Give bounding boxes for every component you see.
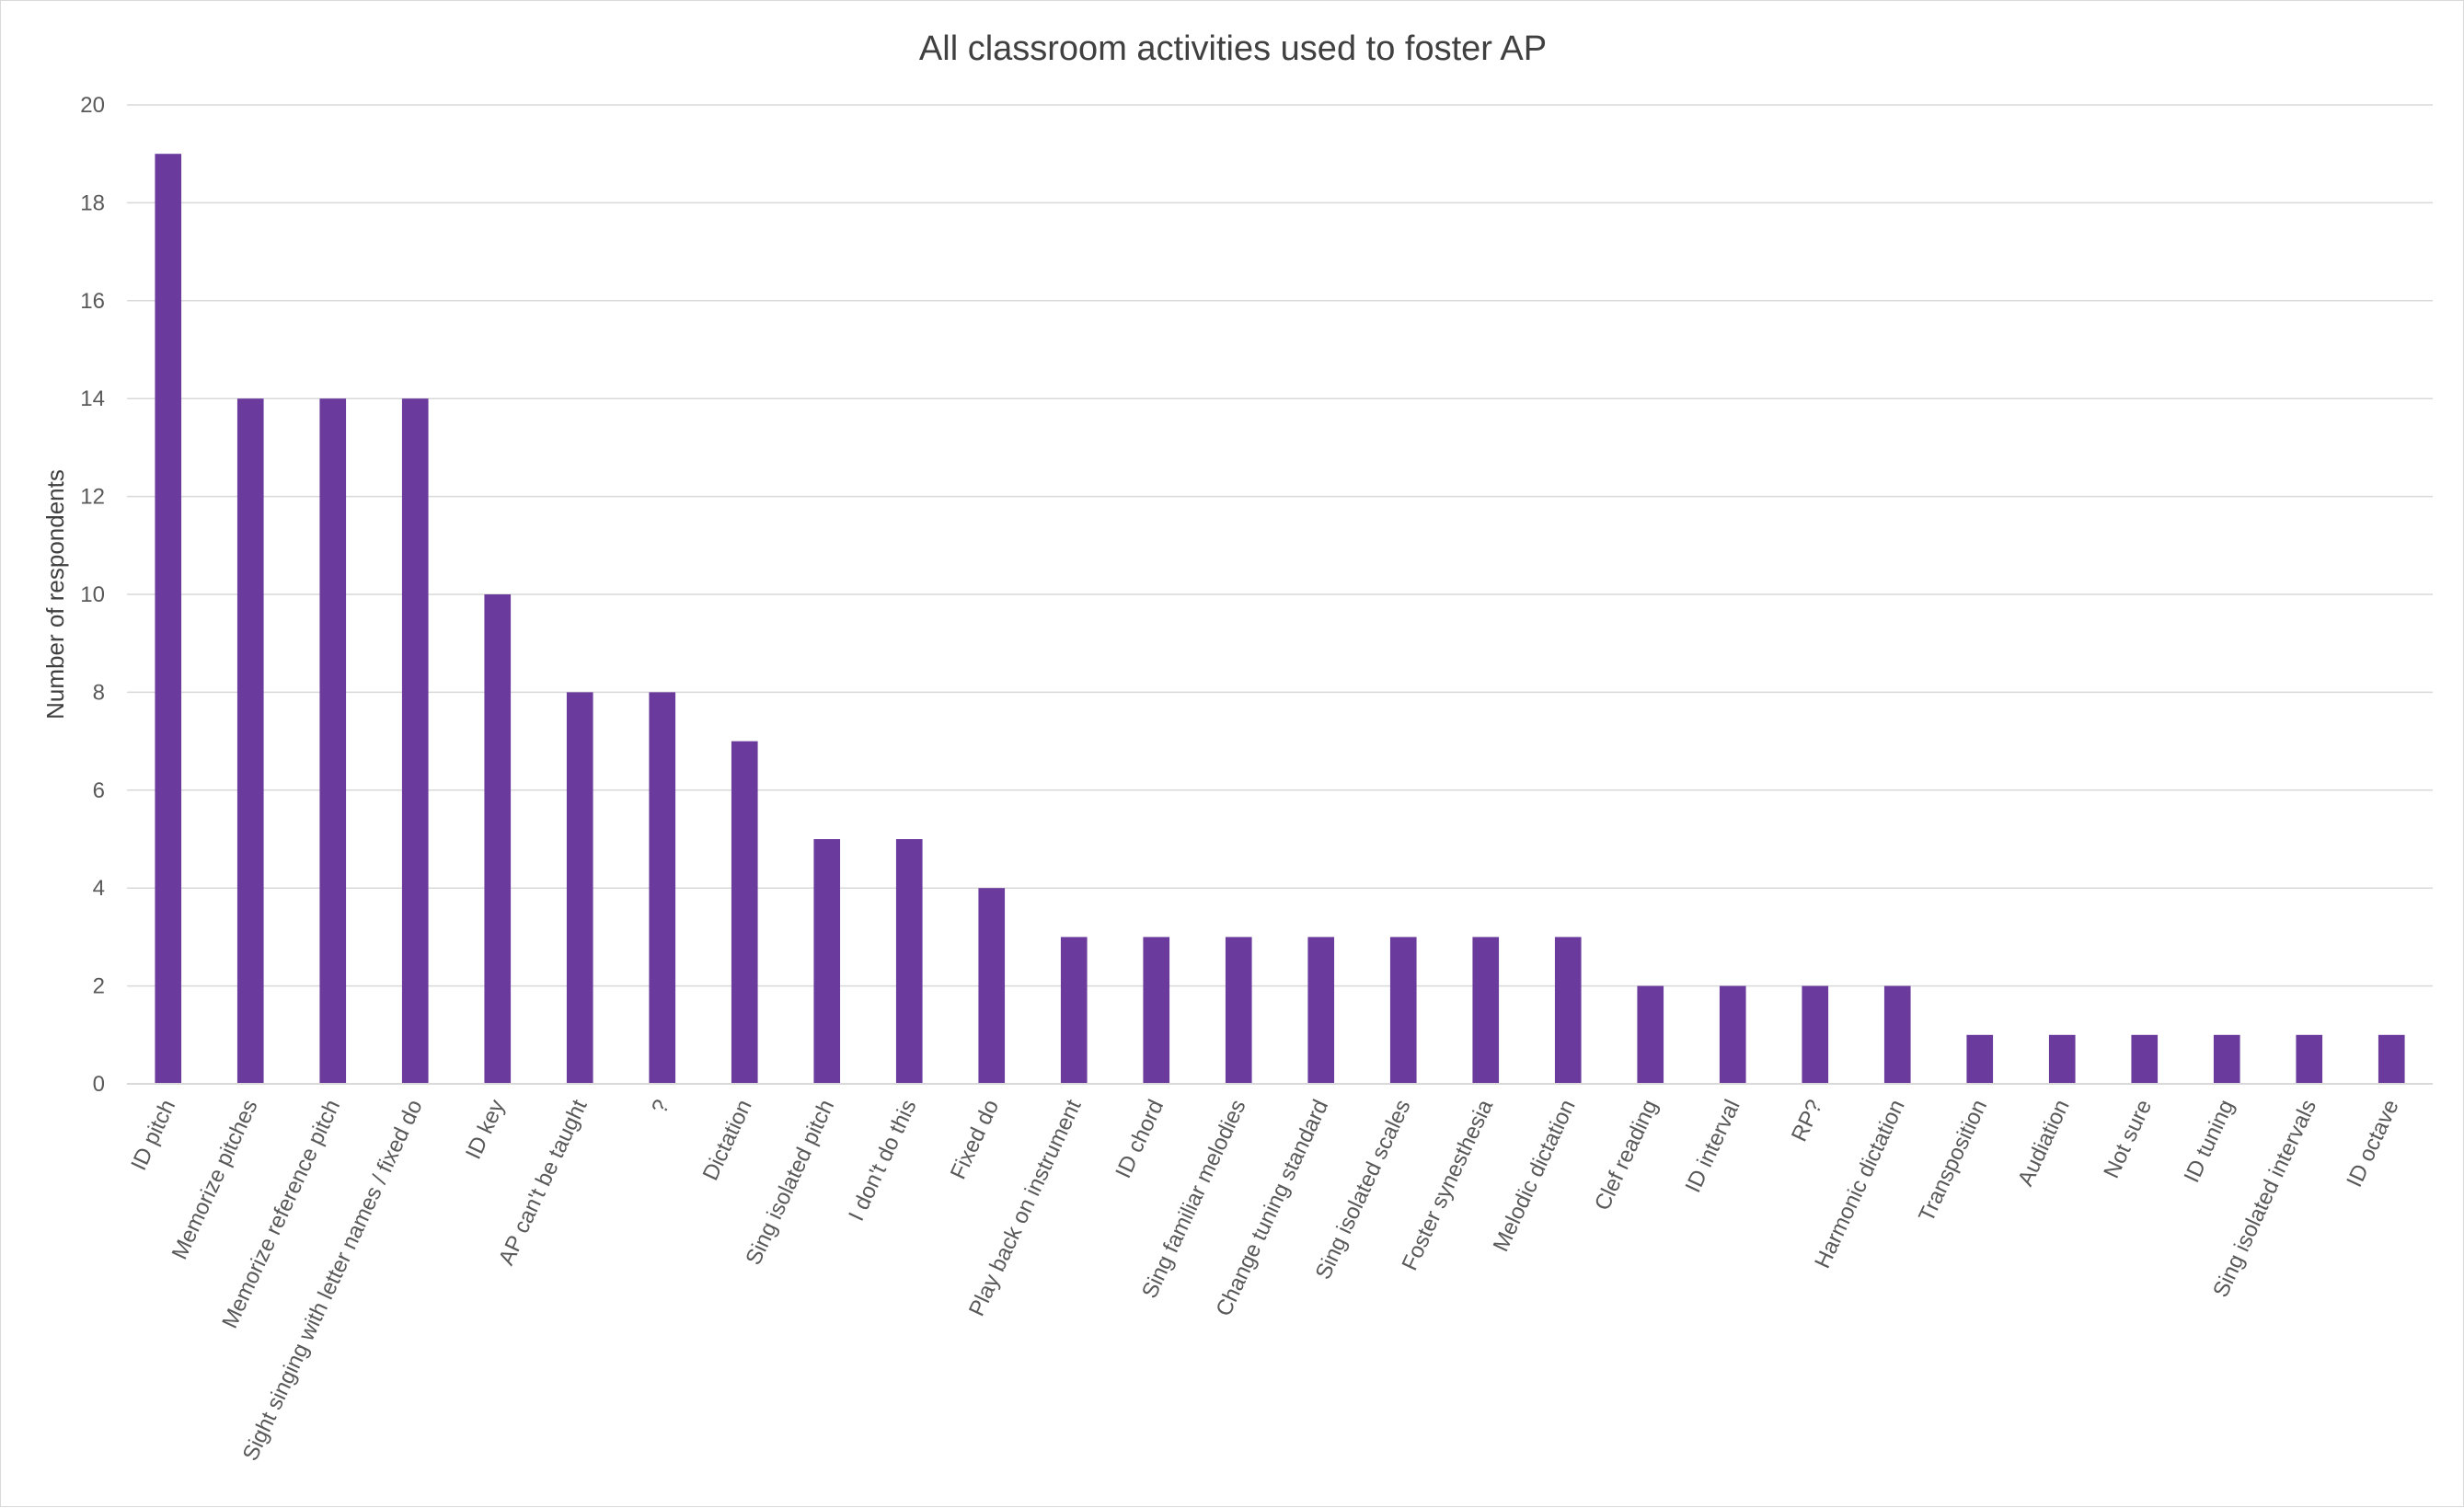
y-tick-label: 18 <box>80 190 105 215</box>
y-tick-label: 16 <box>80 289 105 314</box>
x-category-label: ? <box>647 1096 674 1118</box>
x-category-label: RP? <box>1787 1096 1827 1145</box>
bars <box>155 154 2405 1084</box>
y-axis-ticks: 0 2 4 6 8 10 12 14 16 18 20 <box>80 93 105 1097</box>
y-tick-label: 10 <box>80 582 105 607</box>
y-tick-label: 6 <box>93 778 105 803</box>
bar <box>1554 937 1582 1084</box>
x-category-label: Foster synesthesia <box>1398 1096 1499 1275</box>
x-category-label: Not sure <box>2099 1096 2157 1182</box>
x-category-label: Dictation <box>698 1096 757 1184</box>
bar <box>1719 985 1746 1084</box>
bar <box>2131 1034 2159 1084</box>
x-category-label: ID tuning <box>2180 1096 2239 1186</box>
x-category-label: Fixed do <box>946 1096 1004 1183</box>
bar <box>813 839 841 1084</box>
x-category-label: ID pitch <box>126 1096 180 1174</box>
y-tick-label: 12 <box>80 485 105 510</box>
bar <box>731 741 758 1084</box>
y-tick-label: 2 <box>93 974 105 999</box>
bar <box>566 692 593 1084</box>
x-category-label: Harmonic dictation <box>1810 1096 1909 1272</box>
x-category-label: Sight singing with letter names / fixed … <box>238 1096 428 1465</box>
x-category-label: ID chord <box>1111 1096 1169 1182</box>
gridlines <box>127 104 2433 987</box>
bar <box>236 398 264 1084</box>
y-tick-label: 20 <box>80 93 105 118</box>
bar <box>1225 937 1252 1084</box>
bar <box>401 398 429 1084</box>
bar <box>1060 937 1088 1084</box>
bar <box>1472 937 1500 1084</box>
bar <box>1883 985 1911 1084</box>
bar <box>1143 937 1170 1084</box>
x-category-label: Clef reading <box>1590 1096 1663 1214</box>
bar <box>895 839 923 1084</box>
x-category-label: Audiation <box>2013 1096 2075 1190</box>
bar <box>1802 985 1829 1084</box>
bar <box>1389 937 1417 1084</box>
bar <box>2296 1034 2323 1084</box>
y-tick-label: 0 <box>93 1072 105 1097</box>
x-category-label: ID octave <box>2342 1096 2403 1191</box>
bar <box>2048 1034 2076 1084</box>
x-category-label: Sing isolated scales <box>1311 1096 1416 1284</box>
chart-title: All classroom activities used to foster … <box>919 29 1547 68</box>
bar <box>1307 937 1335 1084</box>
bar <box>649 692 676 1084</box>
bar <box>2378 1034 2405 1084</box>
x-category-label: ID key <box>461 1096 510 1163</box>
bar <box>2213 1034 2240 1084</box>
bar <box>1637 985 1664 1084</box>
y-tick-label: 14 <box>80 386 105 411</box>
x-category-label: Transposition <box>1914 1096 1992 1226</box>
x-category-label: ID interval <box>1681 1096 1745 1196</box>
bar <box>484 594 512 1084</box>
y-tick-label: 8 <box>93 680 105 705</box>
bar <box>319 398 347 1084</box>
bar <box>155 154 182 1084</box>
x-category-label: I don't do this <box>844 1096 921 1225</box>
x-category-label: Memorize pitches <box>167 1096 263 1263</box>
x-category-label: Sing isolated pitch <box>741 1096 839 1269</box>
x-category-label: Melodic dictation <box>1489 1096 1581 1255</box>
bar <box>1966 1034 1994 1084</box>
y-tick-label: 4 <box>93 876 105 901</box>
x-category-label: AP can't be taught <box>494 1096 593 1269</box>
bar <box>978 888 1006 1084</box>
y-axis-title: Number of respondents <box>41 469 69 719</box>
